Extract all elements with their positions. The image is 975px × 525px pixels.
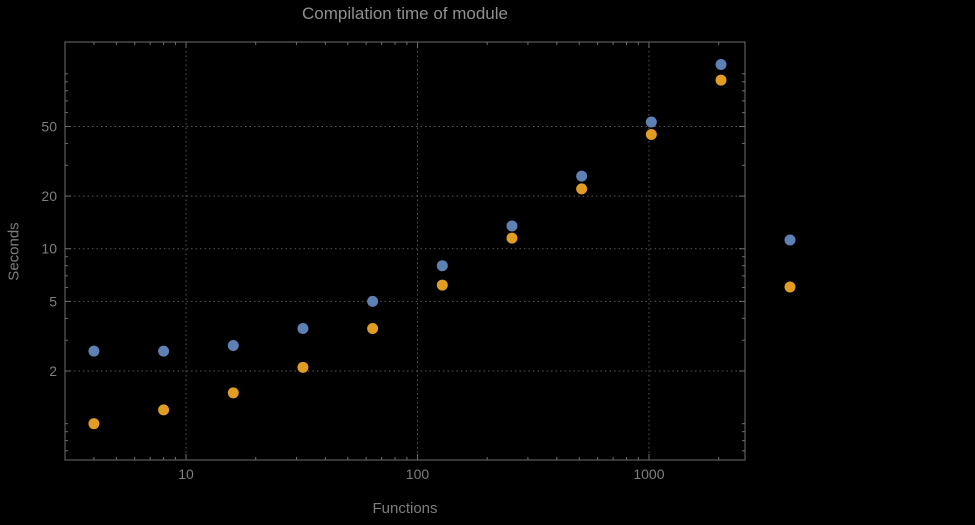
x-axis-label: Functions bbox=[372, 500, 438, 517]
y-tick-label: 5 bbox=[49, 293, 57, 309]
data-point-series-2 bbox=[715, 74, 727, 86]
data-point-series-2 bbox=[436, 279, 448, 291]
data-point-series-2 bbox=[576, 183, 588, 195]
data-point-series-1 bbox=[227, 339, 239, 351]
data-point-series-2 bbox=[158, 404, 170, 416]
data-point-series-1 bbox=[645, 116, 657, 128]
data-point-series-1 bbox=[576, 170, 588, 182]
x-tick-label: 10 bbox=[178, 466, 194, 482]
data-point-series-1 bbox=[297, 323, 309, 335]
y-tick-label: 2 bbox=[49, 363, 57, 379]
x-tick-label: 1000 bbox=[633, 466, 664, 482]
data-point-series-2 bbox=[506, 232, 518, 244]
chart-title: Compilation time of module bbox=[302, 4, 508, 23]
y-tick-label: 10 bbox=[41, 241, 57, 257]
x-tick-label: 100 bbox=[406, 466, 430, 482]
data-point-series-1 bbox=[158, 345, 170, 357]
y-tick-label: 20 bbox=[41, 188, 57, 204]
legend-marker-2 bbox=[784, 281, 796, 293]
data-point-series-2 bbox=[645, 128, 657, 140]
data-point-series-1 bbox=[715, 59, 727, 71]
y-tick-label: 50 bbox=[41, 118, 57, 134]
y-axis-label: Seconds bbox=[5, 222, 23, 281]
data-point-series-1 bbox=[506, 220, 518, 232]
plot-frame bbox=[64, 41, 746, 461]
data-point-series-1 bbox=[367, 295, 379, 307]
data-point-series-1 bbox=[436, 260, 448, 272]
data-point-series-2 bbox=[367, 323, 379, 335]
data-point-series-2 bbox=[297, 361, 309, 373]
legend-marker-1 bbox=[784, 234, 796, 246]
data-point-series-1 bbox=[88, 345, 100, 357]
data-point-series-2 bbox=[88, 418, 100, 430]
data-point-series-2 bbox=[227, 387, 239, 399]
